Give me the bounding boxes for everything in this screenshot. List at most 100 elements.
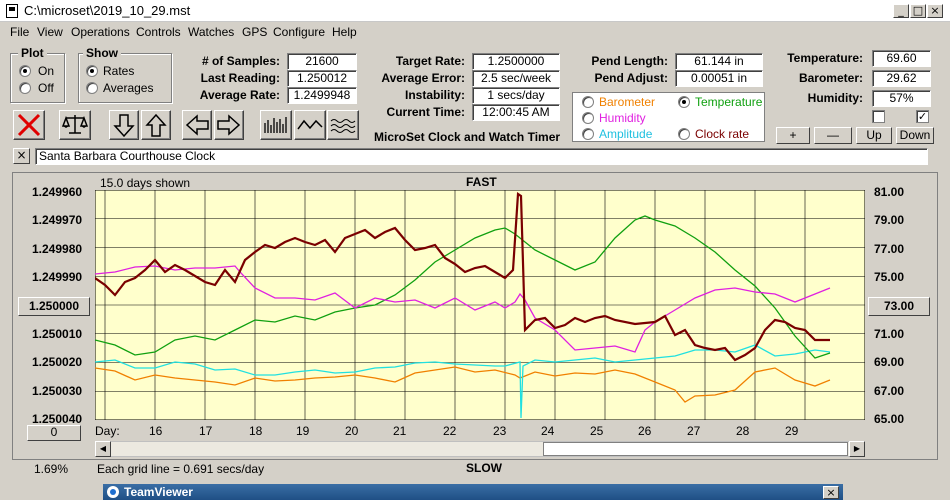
left-tick-5: 1.250010 xyxy=(32,327,83,341)
show-rates-label: Rates xyxy=(103,64,135,78)
right-tick-5: 71.00 xyxy=(874,327,905,341)
right-tick-8: 65.00 xyxy=(874,412,905,426)
balance-button[interactable] xyxy=(59,110,91,140)
barometer-label: Barometer: xyxy=(798,71,863,85)
menu-controls[interactable]: Controls xyxy=(136,25,181,39)
show-rates-radio[interactable] xyxy=(86,65,98,77)
line-graph-button[interactable] xyxy=(294,110,326,140)
plot-on-label: On xyxy=(38,64,55,78)
bar-graph-icon xyxy=(264,117,287,133)
arrow-up-icon xyxy=(145,113,167,137)
plot-panel xyxy=(12,172,938,460)
right-tick-2: 77.00 xyxy=(874,242,905,256)
right-tick-3: 75.00 xyxy=(874,270,905,284)
plot-off-radio[interactable] xyxy=(19,82,31,94)
menu-bar: File View Operations Controls Watches GP… xyxy=(0,22,950,42)
barometer-radio[interactable] xyxy=(582,96,594,108)
menu-help[interactable]: Help xyxy=(332,25,357,39)
left-tick-8: 1.250040 xyxy=(32,412,83,426)
scroll-right-button[interactable]: ▶ xyxy=(849,441,865,457)
humidity-line xyxy=(95,265,831,353)
clock-rate-option-label: Clock rate xyxy=(695,127,750,141)
left-tick-0: 1.249960 xyxy=(32,185,83,199)
clock-rate-radio[interactable] xyxy=(678,128,690,140)
scroll-left-button[interactable]: ◀ xyxy=(95,441,111,457)
amplitude-radio[interactable] xyxy=(582,128,594,140)
clear-clock-name-button[interactable]: × xyxy=(13,148,30,164)
grid-info-label: Each grid line = 0.691 secs/day xyxy=(97,462,265,476)
temperature-radio[interactable] xyxy=(678,96,690,108)
current-time-label: Current Time: xyxy=(386,105,465,119)
menu-view[interactable]: View xyxy=(37,25,63,39)
day-label-17: 17 xyxy=(199,424,213,438)
last-reading-value: 1.250012 xyxy=(287,70,357,87)
down-button[interactable]: Down xyxy=(896,127,934,144)
sensor-select-panel xyxy=(572,92,765,142)
grid-lines xyxy=(95,190,865,420)
scroll-thumb[interactable] xyxy=(543,442,848,456)
arrow-down-button[interactable] xyxy=(109,110,139,140)
target-rate-label: Target Rate: xyxy=(395,54,465,68)
right-center-button[interactable]: 73.00 xyxy=(868,297,930,316)
plot-on-radio[interactable] xyxy=(19,65,31,77)
left-tick-3: 1.249990 xyxy=(32,270,83,284)
average-rate-value: 1.2499948 xyxy=(287,87,357,104)
day-prefix: Day: xyxy=(95,424,120,438)
target-rate-value[interactable]: 1.2500000 xyxy=(472,53,560,70)
menu-configure[interactable]: Configure xyxy=(273,25,326,39)
barometer-line xyxy=(95,366,831,403)
maximize-button[interactable]: □ xyxy=(910,4,926,18)
humidity-value: 57% xyxy=(872,90,931,107)
pend-adjust-value: 0.00051 in xyxy=(675,70,763,87)
menu-gps[interactable]: GPS xyxy=(242,25,268,39)
option-checkbox-2[interactable]: ✓ xyxy=(916,110,929,123)
humidity-radio[interactable] xyxy=(582,112,594,124)
teamviewer-title: TeamViewer xyxy=(124,485,193,499)
right-tick-0: 81.00 xyxy=(874,185,905,199)
show-group-title: Show xyxy=(83,46,121,60)
percent-label: 1.69% xyxy=(34,462,69,476)
option-checkbox-1[interactable] xyxy=(872,110,885,123)
day-label-24: 24 xyxy=(541,424,555,438)
line-graph-icon xyxy=(297,119,323,130)
wave-graph-icon xyxy=(330,119,356,133)
arrow-left-icon xyxy=(185,114,209,136)
wave-graph-button[interactable] xyxy=(327,110,359,140)
show-averages-radio[interactable] xyxy=(86,82,98,94)
plot-group-title: Plot xyxy=(18,46,47,60)
window-title: C:\microset\2019_10_29.mst xyxy=(24,3,191,18)
plus-button[interactable]: + xyxy=(776,127,810,144)
clock-name-input[interactable]: Santa Barbara Courthouse Clock xyxy=(35,148,928,165)
menu-watches[interactable]: Watches xyxy=(188,25,235,39)
offset-button[interactable]: 0 xyxy=(27,425,81,441)
arrow-up-button[interactable] xyxy=(141,110,171,140)
arrow-down-icon xyxy=(113,114,135,138)
teamviewer-close-button[interactable]: × xyxy=(823,486,839,499)
minus-button[interactable]: — xyxy=(814,127,852,144)
slow-label: SLOW xyxy=(466,461,502,475)
day-label-28: 28 xyxy=(736,424,750,438)
menu-operations[interactable]: Operations xyxy=(71,25,130,39)
pend-length-value[interactable]: 61.144 in xyxy=(675,53,763,70)
close-window-button[interactable]: × xyxy=(927,4,943,18)
right-tick-6: 69.00 xyxy=(874,355,905,369)
rate-chart xyxy=(95,190,865,420)
fast-label: FAST xyxy=(466,175,497,189)
amplitude-line xyxy=(95,344,831,419)
temperature-option-label: Temperature xyxy=(695,95,763,109)
arrow-right-button[interactable] xyxy=(214,110,244,140)
plot-off-label: Off xyxy=(38,81,54,95)
stop-button[interactable] xyxy=(13,110,45,140)
bar-graph-button[interactable] xyxy=(260,110,292,140)
up-button[interactable]: Up xyxy=(856,127,892,144)
minimize-button[interactable]: _ xyxy=(893,4,909,18)
day-label-21: 21 xyxy=(393,424,407,438)
day-label-29: 29 xyxy=(785,424,799,438)
arrow-left-button[interactable] xyxy=(182,110,212,140)
teamviewer-window-bar[interactable] xyxy=(103,484,843,500)
menu-file[interactable]: File xyxy=(10,25,30,39)
day-label-19: 19 xyxy=(296,424,310,438)
clock-rate-line xyxy=(95,192,830,362)
center-rate-button[interactable]: 1.250000 xyxy=(18,297,90,316)
average-rate-label: Average Rate: xyxy=(199,88,280,102)
